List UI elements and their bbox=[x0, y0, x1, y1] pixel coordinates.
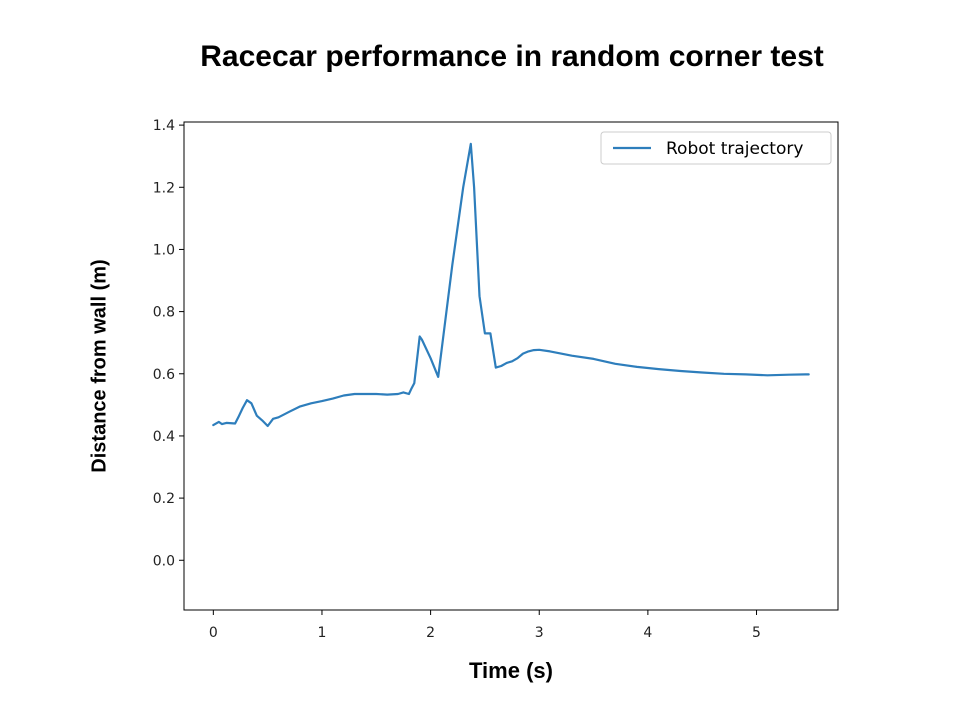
y-tick-label: 0.2 bbox=[153, 491, 175, 507]
x-tick-label: 2 bbox=[426, 625, 435, 641]
x-tick-label: 4 bbox=[643, 625, 652, 641]
legend-label: Robot trajectory bbox=[666, 139, 803, 159]
x-tick-label: 3 bbox=[535, 625, 544, 641]
legend-box bbox=[600, 131, 832, 165]
x-tick-label: 5 bbox=[752, 625, 761, 641]
series-line-robot-trajectory bbox=[212, 142, 810, 428]
x-axis-label: Time (s) bbox=[469, 658, 553, 683]
x-tick-label: 0 bbox=[209, 625, 218, 641]
legend: Robot trajectory bbox=[600, 131, 832, 165]
axes: 0 1 2 3 4 5 0.0 0.2 0.4 0.6 0.8 1.0 1.2 1.4 bbox=[153, 118, 839, 641]
y-tick-label: 0.0 bbox=[153, 553, 175, 569]
plot-frame bbox=[183, 121, 839, 611]
chart-title: Racecar performance in random corner tes… bbox=[200, 40, 824, 73]
y-tick-label: 0.4 bbox=[153, 429, 175, 445]
x-tick-label: 1 bbox=[318, 625, 327, 641]
y-tick-label: 0.6 bbox=[153, 367, 175, 383]
y-tick-label: 0.8 bbox=[153, 305, 175, 321]
series-group bbox=[212, 142, 810, 428]
y-tick-label: 1.0 bbox=[153, 242, 175, 258]
y-tick-label: 1.4 bbox=[153, 118, 175, 134]
y-tick-label: 1.2 bbox=[153, 180, 175, 196]
